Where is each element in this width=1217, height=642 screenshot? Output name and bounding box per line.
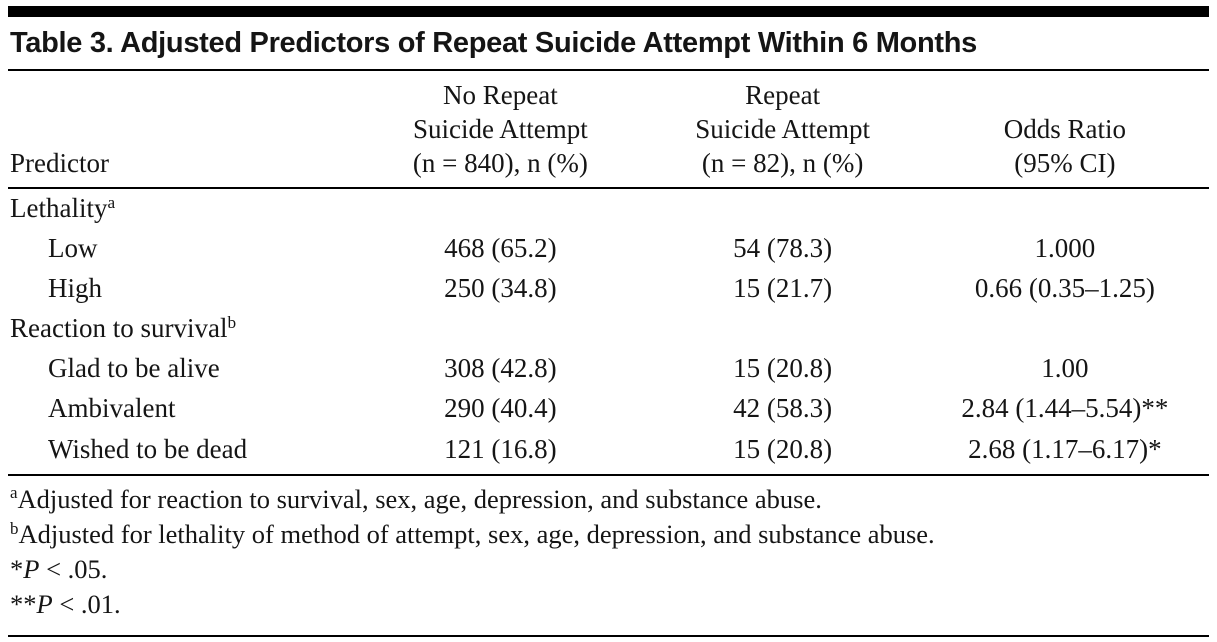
footnote-text: Adjusted for reaction to survival, sex, … [17, 483, 822, 514]
cell-odds-ratio: 1.00 [1041, 353, 1089, 384]
footnotes: aAdjusted for reaction to survival, sex,… [8, 476, 1209, 631]
table-row: Glad to be alive 308 (42.8) 15 (20.8) 1.… [8, 349, 1209, 389]
row-label: Low [48, 233, 98, 264]
cell-odds-ratio: 1.000 [1034, 233, 1096, 264]
header-line: Repeat [745, 80, 821, 110]
header-line: (95% CI) [1014, 147, 1116, 178]
header-line: (n = 840), n (%) [412, 147, 588, 178]
cell-no-repeat: 290 (40.4) [444, 393, 557, 424]
row-label: Ambivalent [48, 393, 176, 424]
cell-repeat: 15 (20.8) [644, 429, 921, 476]
footnote-marker: * [10, 554, 24, 585]
column-header-predictor: Predictor [8, 71, 357, 190]
cell-repeat: 54 (78.3) [733, 233, 833, 264]
footnote-p: P [36, 589, 53, 620]
row-label-cell: Wished to be dead [8, 429, 357, 476]
header-line: Suicide Attempt [413, 113, 588, 144]
cell-odds-ratio: 2.68 (1.17–6.17)* [920, 429, 1209, 476]
row-label: Lethality [10, 193, 108, 224]
row-label: Wished to be dead [48, 433, 248, 464]
row-label-cell: Ambivalent [8, 389, 356, 429]
header-line: (n = 82), n (%) [701, 147, 864, 178]
top-rule-thick [8, 6, 1209, 17]
cell-odds-ratio: 2.84 (1.44–5.54)** [961, 393, 1169, 424]
cell-odds-ratio: 0.66 (0.35–1.25) [974, 273, 1155, 304]
row-label-sup: b [227, 312, 237, 332]
cell-repeat [645, 309, 921, 349]
footnote-marker-sup: a [10, 483, 18, 503]
cell-repeat: 42 (58.3) [733, 393, 833, 424]
data-table: Predictor No Repeat Suicide Attempt (n =… [8, 71, 1209, 476]
row-label-cell: Lethalitya [8, 188, 356, 229]
cell-no-repeat [356, 188, 644, 229]
footnote-text: < .01. [52, 589, 121, 620]
table-header: Predictor No Repeat Suicide Attempt (n =… [8, 71, 1209, 190]
cell-no-repeat: 121 (16.8) [356, 429, 645, 476]
footnote-text: < .05. [39, 554, 108, 585]
cell-odds-ratio [921, 188, 1209, 229]
bottom-rule [8, 634, 1209, 637]
footnote-double-star: **P < .01. [10, 587, 1207, 622]
footnote-b: bAdjusted for lethality of method of att… [10, 517, 1207, 552]
table-body: Lethalitya Low 468 (65.2) 54 (78.3) 1.00… [8, 188, 1209, 476]
row-label-cell: Glad to be alive [8, 349, 356, 389]
row-label-sup: a [107, 192, 116, 212]
header-line: Predictor [10, 147, 109, 178]
cell-no-repeat: 250 (34.8) [444, 273, 557, 304]
row-label: Reaction to survival [10, 313, 228, 344]
column-header-odds-ratio: Odds Ratio (95% CI) [920, 71, 1209, 190]
table-row: High 250 (34.8) 15 (21.7) 0.66 (0.35–1.2… [8, 269, 1209, 309]
table-title: Table 3. Adjusted Predictors of Repeat S… [8, 17, 1209, 71]
cell-repeat [645, 188, 921, 229]
table-row: Ambivalent 290 (40.4) 42 (58.3) 2.84 (1.… [8, 389, 1209, 429]
header-line: No Repeat [443, 80, 558, 110]
column-header-no-repeat: No Repeat Suicide Attempt (n = 840), n (… [356, 71, 645, 190]
column-header-repeat: Repeat Suicide Attempt (n = 82), n (%) [644, 71, 921, 190]
cell-repeat: 15 (21.7) [733, 273, 833, 304]
row-label-cell: Low [8, 229, 356, 269]
header-line: Suicide Attempt [695, 113, 870, 144]
footnote-star: *P < .05. [10, 552, 1207, 587]
cell-odds-ratio [921, 309, 1209, 349]
footnote-p: P [23, 554, 40, 585]
row-label-cell: High [8, 269, 356, 309]
cell-no-repeat: 468 (65.2) [444, 233, 557, 264]
table-row: Reaction to survivalb [8, 309, 1209, 349]
cell-no-repeat [356, 309, 644, 349]
header-line: Odds Ratio [1003, 113, 1126, 144]
footnote-text: Adjusted for lethality of method of atte… [18, 518, 935, 549]
cell-repeat: 15 (20.8) [733, 353, 833, 384]
footnote-marker-sup: b [10, 518, 19, 538]
table-row: Wished to be dead 121 (16.8) 15 (20.8) 2… [8, 429, 1209, 476]
row-label: High [48, 273, 102, 304]
row-label: Glad to be alive [48, 353, 220, 384]
footnote-marker: ** [10, 589, 37, 620]
table-row: Low 468 (65.2) 54 (78.3) 1.000 [8, 229, 1209, 269]
footnote-a: aAdjusted for reaction to survival, sex,… [10, 482, 1207, 517]
table-row: Lethalitya [8, 188, 1209, 229]
row-label-cell: Reaction to survivalb [8, 309, 356, 349]
cell-no-repeat: 308 (42.8) [444, 353, 557, 384]
